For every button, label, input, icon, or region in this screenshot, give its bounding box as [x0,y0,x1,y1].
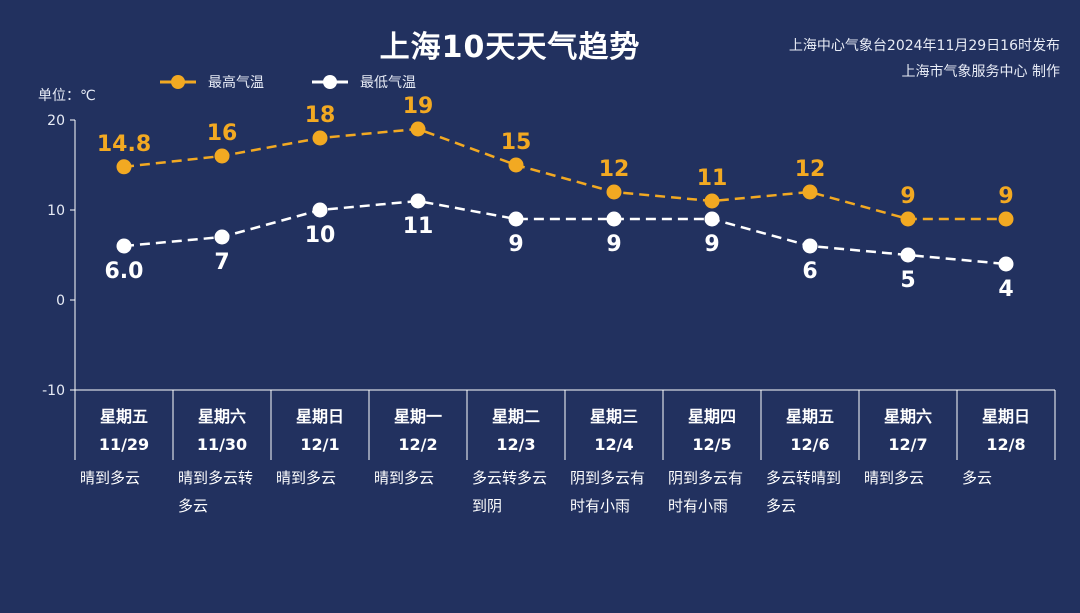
day-date: 12/5 [692,435,731,454]
data-label-high: 14.8 [97,132,151,157]
day-date: 12/7 [888,435,927,454]
data-label-high: 9 [900,184,915,209]
y-tick-label: 10 [47,203,65,219]
data-point-low [802,238,818,254]
day-weekday: 星期四 [688,407,736,426]
day-weather: 到阴 [472,497,502,515]
data-label-low: 9 [508,232,523,257]
day-weather: 晴到多云 [864,469,924,487]
data-point-low [704,211,720,227]
data-label-low: 6 [802,259,817,284]
data-point-low [606,211,622,227]
day-weekday: 星期五 [786,407,834,426]
day-date: 11/30 [197,435,247,454]
series-line-low [123,199,1007,266]
day-weather: 晴到多云 [374,469,434,487]
legend-item-high: 最高气温 [158,72,264,92]
data-label-high: 12 [599,157,630,182]
data-label-low: 11 [403,214,434,239]
data-point-low [900,247,916,263]
day-weather: 晴到多云 [80,469,140,487]
day-weekday: 星期五 [100,407,148,426]
data-point-high [116,159,132,175]
day-weekday: 星期三 [590,407,638,426]
unit-label: 单位：℃ [38,88,96,104]
series-line-high [123,127,1006,221]
day-weekday: 星期二 [492,407,540,426]
data-label-high: 15 [501,130,532,155]
y-tick-label: -10 [42,383,65,399]
data-point-low [214,229,230,245]
data-label-low: 4 [998,277,1013,302]
day-date: 12/8 [986,435,1025,454]
data-label-low: 10 [305,223,336,248]
day-weather: 晴到多云转 [178,469,253,487]
data-point-low [508,211,524,227]
data-label-low: 7 [214,250,229,275]
day-weather: 多云 [766,497,796,515]
data-point-low [998,256,1014,272]
data-point-high [214,148,230,164]
y-tick-label: 0 [56,293,65,309]
data-label-high: 18 [305,103,336,128]
day-weather: 多云 [962,469,992,487]
data-point-high [998,211,1014,227]
day-date: 12/3 [496,435,535,454]
day-weather: 多云转晴到 [766,469,841,487]
source-producer: 上海市气象服务中心 制作 [901,64,1060,80]
data-label-low: 5 [900,268,915,293]
y-tick-label: 20 [47,113,65,129]
data-label-low: 9 [704,232,719,257]
day-weekday: 星期一 [394,407,442,426]
day-weekday: 星期日 [982,407,1030,426]
data-point-high [508,157,524,173]
legend-label-high: 最高气温 [208,75,264,91]
data-label-high: 16 [207,121,238,146]
data-point-low [410,193,426,209]
data-point-high [312,130,328,146]
data-point-low [116,238,132,254]
day-date: 12/6 [790,435,829,454]
data-point-high [704,193,720,209]
day-weekday: 星期日 [296,407,344,426]
day-weather: 晴到多云 [276,469,336,487]
legend-label-low: 最低气温 [360,75,416,91]
day-date: 12/1 [300,435,339,454]
chart-title: 上海10天天气趋势 [379,30,641,65]
source-publisher: 上海中心气象台2024年11月29日16时发布 [788,38,1060,54]
data-label-high: 9 [998,184,1013,209]
data-point-low [312,202,328,218]
data-label-high: 19 [403,94,434,119]
day-date: 12/2 [398,435,437,454]
day-date: 11/29 [99,435,149,454]
legend-item-low: 最低气温 [310,72,416,92]
legend-marker-high-icon [160,75,196,89]
data-label-high: 11 [697,166,728,191]
data-point-high [410,121,426,137]
day-weather: 多云转多云 [472,469,547,487]
data-label-low: 6.0 [105,259,144,284]
day-weather: 多云 [178,497,208,515]
data-label-low: 9 [606,232,621,257]
day-weather: 时有小雨 [668,497,728,515]
data-point-high [900,211,916,227]
day-weekday: 星期六 [884,407,932,426]
day-weather: 阴到多云有 [668,469,743,487]
day-weekday: 星期六 [198,407,246,426]
legend-marker-low-icon [312,75,348,89]
data-label-high: 12 [795,157,826,182]
data-point-high [606,184,622,200]
day-weather: 时有小雨 [570,497,630,515]
day-date: 12/4 [594,435,633,454]
data-point-high [802,184,818,200]
day-weather: 阴到多云有 [570,469,645,487]
